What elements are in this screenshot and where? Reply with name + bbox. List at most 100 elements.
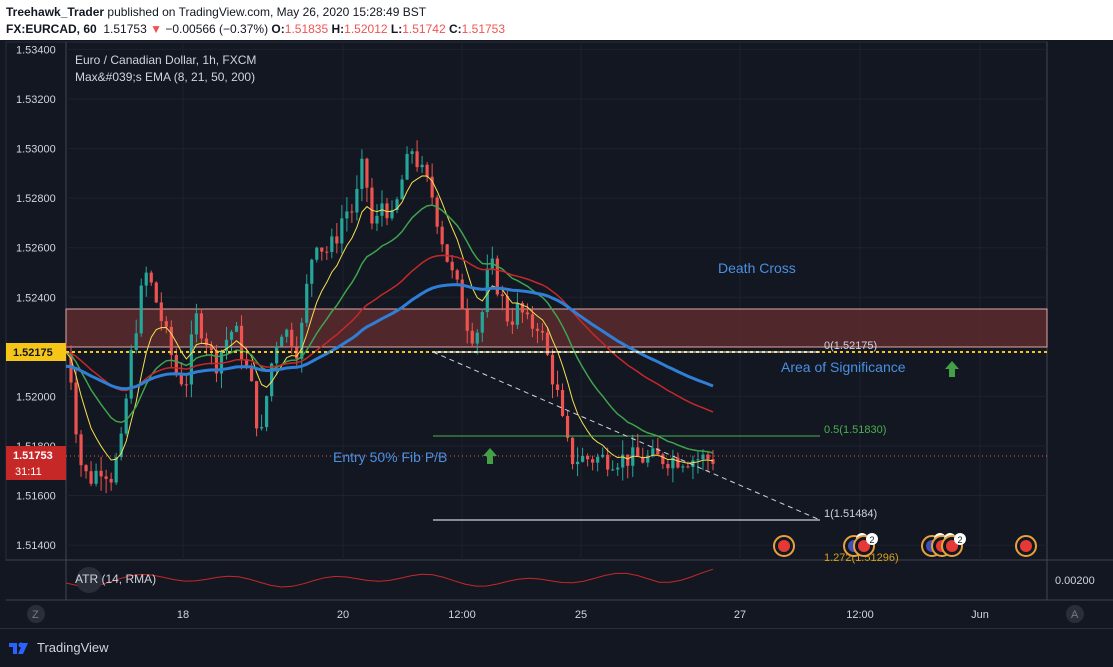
candle xyxy=(661,454,665,465)
candle xyxy=(405,153,409,180)
candle xyxy=(370,187,374,224)
auto-scale-button[interactable] xyxy=(1066,605,1084,623)
candle xyxy=(79,434,83,466)
candle xyxy=(305,283,309,323)
entry-label[interactable]: Entry 50% Fib P/B xyxy=(333,449,447,465)
publish-line: Treehawk_Trader published on TradingView… xyxy=(6,5,426,19)
y-tick-label: 1.53200 xyxy=(16,94,56,106)
indicator-legend: Max&#039;s EMA (8, 21, 50, 200) xyxy=(75,70,255,84)
candle xyxy=(570,437,575,465)
candle xyxy=(666,464,670,469)
published-text: published on TradingView.com, May 26, 20… xyxy=(107,5,427,19)
symbol: FX:EURCAD, 60 xyxy=(6,22,97,36)
ema-50-line xyxy=(65,254,714,413)
candle xyxy=(480,311,484,333)
candle xyxy=(89,471,93,484)
brand-name: TradingView xyxy=(37,639,109,655)
level-price-tag xyxy=(6,343,66,361)
ema-21-line xyxy=(65,204,714,454)
last-price-tag xyxy=(6,446,66,480)
candle xyxy=(540,330,545,333)
y-tick-label: 1.53400 xyxy=(16,44,56,56)
chart-area[interactable]: 0(1.52175) 0.5(1.51830) 1(1.51484) 1.272… xyxy=(0,40,1113,666)
avatar[interactable] xyxy=(76,567,102,593)
candle xyxy=(646,455,650,463)
y-tick-label: 1.52400 xyxy=(16,292,56,304)
candle xyxy=(565,415,570,438)
candle xyxy=(265,396,269,428)
candle xyxy=(320,247,324,252)
candle xyxy=(345,211,349,219)
up-arrow-icon[interactable] xyxy=(483,448,497,464)
tradingview-logo[interactable]: TradingView xyxy=(8,639,109,655)
candle xyxy=(154,282,158,303)
death-cross-label[interactable]: Death Cross xyxy=(718,260,796,276)
up-arrow-icon[interactable] xyxy=(945,361,959,377)
candle xyxy=(124,398,128,434)
candle xyxy=(174,355,178,374)
candle xyxy=(315,247,319,260)
badge-count-bg xyxy=(866,533,878,545)
candle xyxy=(395,199,399,211)
candle xyxy=(234,325,239,332)
candle xyxy=(440,226,444,245)
candle xyxy=(214,350,219,374)
fib-trend-line[interactable] xyxy=(432,351,821,521)
tradingview-icon xyxy=(9,642,28,654)
candle xyxy=(99,470,103,477)
candle xyxy=(415,151,419,168)
x-tick-label: 12:00 xyxy=(846,609,874,621)
zoom-button-label: Z xyxy=(32,609,39,621)
candle xyxy=(681,466,685,468)
y-tick-label: 1.52600 xyxy=(16,243,56,255)
candle xyxy=(119,433,123,457)
author-name[interactable]: Treehawk_Trader xyxy=(6,5,105,19)
area-of-significance-label[interactable]: Area of Significance xyxy=(781,359,906,375)
close-label: C: xyxy=(448,22,462,36)
candle xyxy=(671,457,675,469)
open-label: O: xyxy=(271,22,285,36)
flag-icon xyxy=(778,540,790,552)
candle xyxy=(164,321,168,327)
zoom-button[interactable] xyxy=(27,605,45,623)
footer: TradingView xyxy=(0,628,1113,667)
candle xyxy=(626,454,630,466)
candle xyxy=(495,258,499,295)
candle xyxy=(229,331,234,340)
close-value: 1.51753 xyxy=(461,22,506,36)
candle xyxy=(129,349,133,399)
candle xyxy=(104,476,108,479)
candle xyxy=(545,332,550,355)
candle xyxy=(149,272,153,283)
event-badges[interactable]: 72492 xyxy=(773,533,1037,557)
candle xyxy=(555,384,560,390)
candle xyxy=(295,347,299,359)
candle xyxy=(430,176,434,198)
candle xyxy=(340,218,344,244)
candle xyxy=(510,321,514,325)
publish-header: Treehawk_Trader published on TradingView… xyxy=(0,0,1113,40)
x-tick-label: 20 xyxy=(337,609,349,621)
candle xyxy=(280,336,284,347)
candle xyxy=(596,456,600,463)
candle xyxy=(616,467,620,470)
candle xyxy=(385,203,389,219)
candle xyxy=(505,296,509,322)
time-axis[interactable]: 18 20 12:00 25 27 12:00 Jun xyxy=(177,609,989,621)
candle xyxy=(621,454,625,468)
badge-count: 2 xyxy=(869,535,874,545)
candle xyxy=(500,294,504,297)
x-tick-label: 18 xyxy=(177,609,189,621)
candle xyxy=(290,329,294,348)
main-pane-frame xyxy=(5,41,1048,561)
candle xyxy=(325,251,329,253)
atr-legend: ATR (14, RMA) xyxy=(75,572,156,586)
candle xyxy=(189,334,193,385)
candle xyxy=(159,302,163,322)
candle xyxy=(194,313,199,335)
price-chart[interactable]: 0(1.52175) 0.5(1.51830) 1(1.51484) 1.272… xyxy=(0,40,1113,628)
level-price-text: 1.52175 xyxy=(13,347,53,359)
badge-count: 2 xyxy=(957,535,962,545)
low-value: 1.51742 xyxy=(402,22,446,36)
candle xyxy=(209,345,214,351)
